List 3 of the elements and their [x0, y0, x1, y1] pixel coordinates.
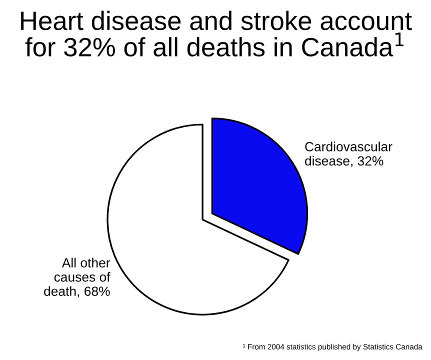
slice-label: Cardiovascular disease, 32%	[305, 142, 392, 168]
slice-label: All other causes of death, 68%	[44, 258, 110, 298]
chart-title: Heart disease and stroke account for 32% of all deaths in Canada$^{1}$	[21, 10, 412, 57]
